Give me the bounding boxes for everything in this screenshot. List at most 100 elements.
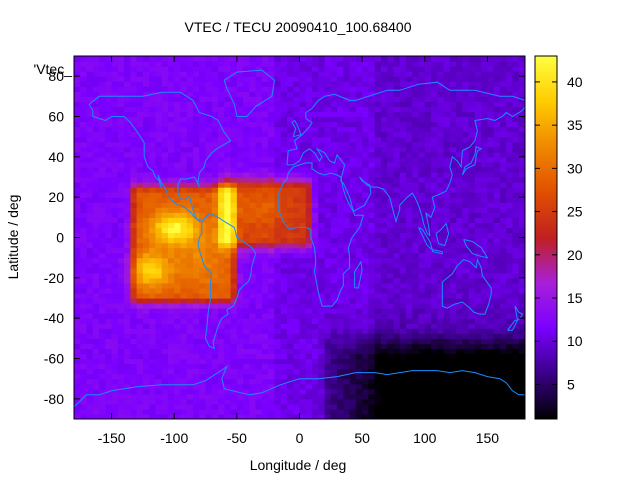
- heatmap-cell: [236, 403, 244, 410]
- heatmap-cell: [161, 131, 169, 138]
- heatmap-cell: [405, 262, 413, 269]
- heatmap-cell: [474, 222, 482, 229]
- heatmap-cell: [493, 318, 501, 324]
- heatmap-cell: [80, 262, 88, 269]
- heatmap-cell: [117, 373, 125, 380]
- heatmap-cell: [230, 398, 238, 405]
- heatmap-cell: [380, 121, 388, 128]
- heatmap-cell: [193, 171, 200, 178]
- heatmap-cell: [318, 373, 326, 380]
- heatmap-cell: [418, 333, 426, 339]
- heatmap-cell: [399, 398, 407, 405]
- heatmap-cell: [130, 212, 138, 218]
- heatmap-cell: [293, 106, 301, 113]
- heatmap-cell: [462, 121, 470, 128]
- heatmap-cell: [312, 156, 319, 163]
- heatmap-cell: [199, 313, 207, 319]
- heatmap-cell: [337, 136, 344, 143]
- heatmap-cell: [474, 116, 482, 123]
- heatmap-cell: [362, 287, 369, 294]
- heatmap-cell: [142, 197, 150, 203]
- heatmap-cell: [499, 106, 507, 113]
- heatmap-cell: [431, 298, 438, 304]
- heatmap-cell: [111, 403, 119, 410]
- heatmap-cell: [167, 323, 175, 329]
- heatmap-cell: [167, 338, 175, 344]
- heatmap-cell: [86, 106, 94, 113]
- heatmap-cell: [487, 413, 495, 419]
- heatmap-cell: [493, 207, 501, 213]
- heatmap-cell: [456, 166, 463, 173]
- heatmap-cell: [211, 242, 219, 249]
- heatmap-cell: [487, 303, 495, 309]
- heatmap-cell: [243, 328, 250, 334]
- heatmap-cell: [481, 378, 489, 385]
- heatmap-cell: [399, 197, 407, 203]
- heatmap-cell: [124, 187, 131, 193]
- heatmap-cell: [481, 237, 489, 244]
- heatmap-cell: [74, 353, 81, 360]
- heatmap-cell: [399, 141, 407, 148]
- heatmap-cell: [224, 126, 232, 133]
- heatmap-cell: [412, 353, 420, 360]
- heatmap-cell: [136, 408, 144, 415]
- heatmap-cell: [261, 368, 269, 375]
- heatmap-cell: [337, 111, 344, 118]
- chart-title: VTEC / TECU 20090410_100.68400: [184, 19, 411, 35]
- heatmap-cell: [437, 398, 445, 405]
- heatmap-cell: [136, 303, 144, 309]
- heatmap-cell: [274, 177, 282, 183]
- heatmap-cell: [493, 287, 501, 294]
- heatmap-cell: [399, 252, 407, 259]
- heatmap-cell: [305, 61, 313, 67]
- heatmap-cell: [449, 338, 457, 344]
- heatmap-cell: [111, 242, 119, 249]
- heatmap-cell: [487, 363, 495, 370]
- heatmap-cell: [74, 156, 81, 163]
- heatmap-cell: [74, 227, 81, 234]
- heatmap-cell: [124, 298, 131, 304]
- heatmap-cell: [274, 91, 282, 97]
- heatmap-cell: [337, 171, 344, 178]
- heatmap-cell: [349, 177, 357, 183]
- heatmap-cell: [174, 61, 182, 67]
- heatmap-cell: [412, 66, 420, 72]
- heatmap-cell: [487, 131, 495, 138]
- heatmap-cell: [343, 116, 351, 123]
- heatmap-cell: [142, 182, 150, 188]
- heatmap-cell: [211, 182, 219, 188]
- heatmap-cell: [249, 227, 257, 234]
- heatmap-cell: [324, 237, 332, 244]
- heatmap-cell: [437, 338, 445, 344]
- heatmap-cell: [249, 116, 257, 123]
- heatmap-cell: [431, 66, 438, 72]
- heatmap-cell: [130, 227, 138, 234]
- heatmap-cell: [299, 338, 307, 344]
- heatmap-cell: [305, 287, 313, 294]
- heatmap-cell: [337, 292, 344, 299]
- heatmap-cell: [368, 318, 376, 324]
- heatmap-cell: [330, 308, 338, 314]
- heatmap-cell: [481, 393, 489, 400]
- heatmap-cell: [117, 388, 125, 395]
- heatmap-cell: [224, 151, 232, 158]
- heatmap-cell: [92, 413, 100, 419]
- heatmap-cell: [92, 277, 100, 284]
- heatmap-cell: [387, 363, 395, 370]
- heatmap-cell: [299, 303, 307, 309]
- heatmap-cell: [218, 323, 225, 329]
- heatmap-cell: [456, 171, 463, 178]
- heatmap-cell: [424, 358, 432, 365]
- heatmap-cell: [130, 403, 138, 410]
- heatmap-cell: [405, 292, 413, 299]
- heatmap-cell: [499, 56, 507, 62]
- heatmap-cell: [418, 348, 426, 355]
- heatmap-cell: [155, 156, 163, 163]
- heatmap-cell: [142, 333, 150, 339]
- heatmap-cell: [399, 318, 407, 324]
- heatmap-cell: [105, 318, 113, 324]
- heatmap-cell: [468, 187, 476, 193]
- heatmap-cell: [499, 136, 507, 143]
- heatmap-cell: [193, 398, 200, 405]
- heatmap-cell: [111, 61, 119, 67]
